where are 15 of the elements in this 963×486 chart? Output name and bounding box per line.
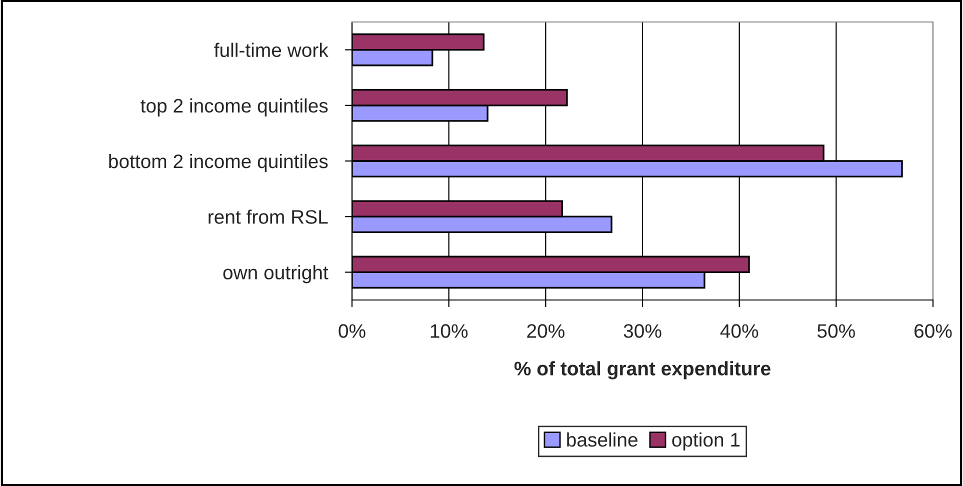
x-axis-title: % of total grant expenditure [514,361,770,380]
y-tick-label: rent from RSL [208,210,328,224]
x-tick-label: 10% [430,324,468,338]
legend-label: baseline [567,432,638,447]
y-tick-label: own outright [223,265,328,284]
y-tick-label: bottom 2 income quintiles [109,154,328,172]
x-tick-label: 50% [817,324,855,338]
x-tick-label: 30% [624,324,662,338]
legend-label: option 1 [672,432,740,451]
y-tick-label: full-time work [214,42,328,58]
y-tick-label: top 2 income quintiles [140,98,328,116]
x-tick-label: 20% [527,324,564,338]
x-tick-label: 0% [338,324,366,338]
x-tick-label: 40% [720,324,758,338]
x-tick-label: 60% [914,324,952,338]
